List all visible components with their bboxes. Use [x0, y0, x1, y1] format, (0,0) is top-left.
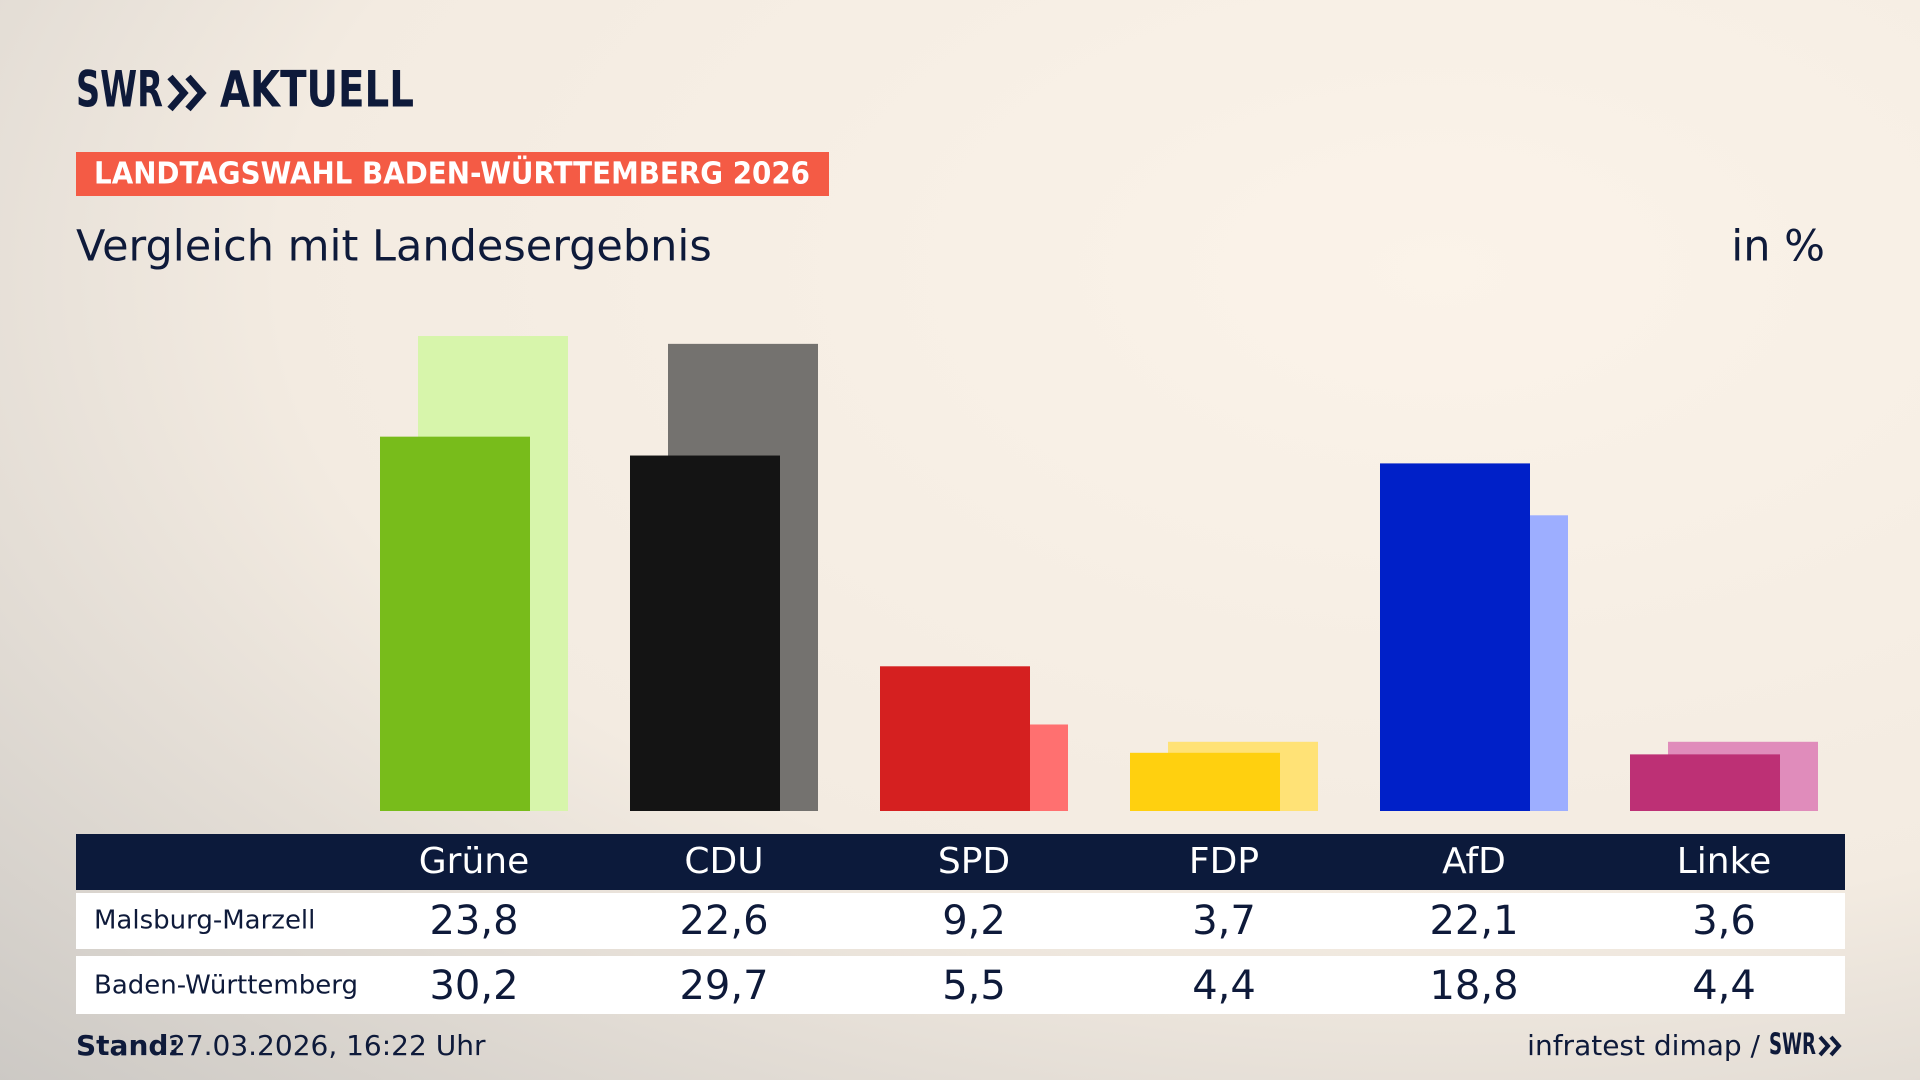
cell-value: 9,2: [942, 898, 1006, 944]
badge-bg: [76, 152, 829, 196]
stand: 27.03.2026, 16:22 Uhr: [168, 1029, 486, 1062]
row-label: Baden-Württemberg: [94, 971, 358, 1001]
row-label: Malsburg-Marzell: [94, 906, 315, 936]
column-header: Grüne: [419, 841, 529, 882]
cell-value: 4,4: [1192, 963, 1256, 1009]
cell-value: 29,7: [679, 963, 768, 1009]
badge: LANDTAGSWAHL BADEN-WÜRTTEMBERG 2026: [94, 155, 810, 192]
bar: [1630, 754, 1780, 811]
bar: [630, 455, 780, 811]
column-header: Linke: [1677, 841, 1772, 882]
column-header: FDP: [1189, 841, 1259, 882]
column-header: CDU: [684, 841, 763, 882]
source-logo-chevrons: [1818, 1035, 1842, 1057]
subtitle: Vergleich mit Landesergebnis: [76, 222, 712, 272]
source: infratest dimap /: [1527, 1029, 1760, 1062]
logo-chevrons: [167, 74, 207, 112]
stand-label: Stand:: [76, 1029, 180, 1062]
cell-value: 22,6: [679, 898, 768, 944]
cell-value: 30,2: [429, 963, 518, 1009]
table-header: [76, 834, 1845, 890]
column-header: SPD: [938, 841, 1010, 882]
bar: [1130, 752, 1280, 811]
logo-sub: AKTUELL: [220, 61, 414, 119]
cell-value: 4,4: [1692, 963, 1756, 1009]
source-logo: SWR: [1769, 1027, 1816, 1061]
cell-value: 3,7: [1192, 898, 1256, 944]
cell-value: 22,1: [1429, 898, 1518, 944]
table-row: [76, 956, 1845, 1014]
unit: in %: [1731, 222, 1825, 272]
bar: [880, 666, 1030, 811]
table-row: [76, 893, 1845, 949]
bar: [1380, 463, 1530, 811]
cell-value: 5,5: [942, 963, 1006, 1009]
cell-value: 3,6: [1692, 898, 1756, 944]
column-header: AfD: [1442, 841, 1506, 882]
cell-value: 18,8: [1429, 963, 1518, 1009]
bar: [380, 436, 530, 811]
cell-value: 23,8: [429, 898, 518, 944]
logo-brand: SWR: [76, 61, 163, 119]
